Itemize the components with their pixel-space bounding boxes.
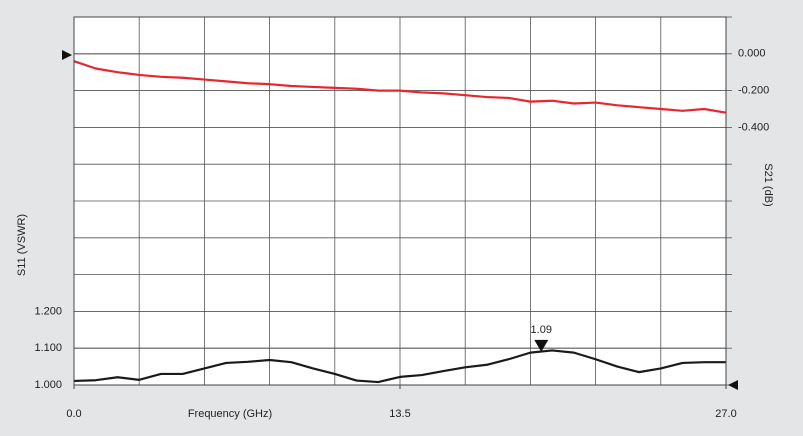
x-axis-title: Frequency (GHz) <box>188 408 272 420</box>
y-tick-label: 1.100 <box>34 342 62 354</box>
y2-tick-label: 0.000 <box>738 48 766 60</box>
marks <box>73 60 727 384</box>
y-tick-label: 1.200 <box>34 305 62 317</box>
y-tick-label: 1.000 <box>34 379 62 391</box>
x-tick-label: 27.0 <box>715 408 736 420</box>
y-axis-title: S11 (VSWR) <box>16 214 28 276</box>
series-line <box>73 60 727 114</box>
y2-axis-title: S21 (dB) <box>762 163 774 206</box>
series-line <box>73 349 726 384</box>
reference-arrow <box>62 50 72 60</box>
reference-arrow <box>728 380 738 390</box>
x-tick-label: 0.0 <box>66 408 81 420</box>
x-tick-label: 13.5 <box>389 408 410 420</box>
grid <box>73 16 732 386</box>
y2-tick-label: -0.200 <box>738 85 769 97</box>
peak-marker <box>534 339 549 352</box>
peak-label: 1.09 <box>531 324 552 336</box>
y2-tick-label: -0.400 <box>738 121 769 133</box>
